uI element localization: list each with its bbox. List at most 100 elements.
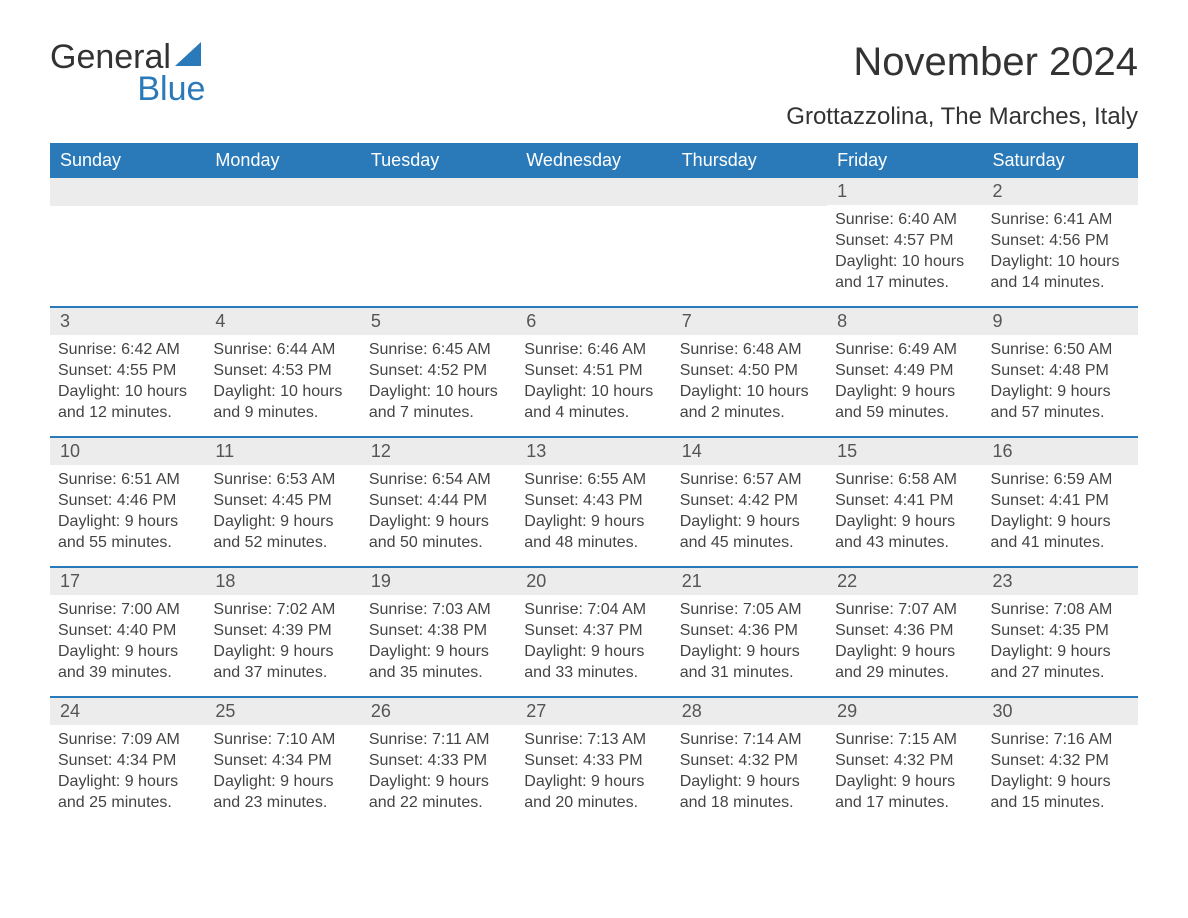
day-sunrise: Sunrise: 6:44 AM xyxy=(213,339,352,360)
month-title: November 2024 xyxy=(786,40,1138,85)
day-daylight1: Daylight: 9 hours xyxy=(369,771,508,792)
day-daylight2: and 52 minutes. xyxy=(213,532,352,553)
day-sunrise: Sunrise: 7:16 AM xyxy=(991,729,1130,750)
day-daylight1: Daylight: 9 hours xyxy=(680,771,819,792)
day-daylight2: and 20 minutes. xyxy=(524,792,663,813)
day-sunset: Sunset: 4:51 PM xyxy=(524,360,663,381)
day-daylight1: Daylight: 9 hours xyxy=(524,771,663,792)
day-sunrise: Sunrise: 6:57 AM xyxy=(680,469,819,490)
day-cell: 30Sunrise: 7:16 AMSunset: 4:32 PMDayligh… xyxy=(983,698,1138,826)
day-sunset: Sunset: 4:42 PM xyxy=(680,490,819,511)
day-daylight1: Daylight: 9 hours xyxy=(991,771,1130,792)
day-daylight2: and 31 minutes. xyxy=(680,662,819,683)
day-daylight2: and 23 minutes. xyxy=(213,792,352,813)
day-sunset: Sunset: 4:33 PM xyxy=(524,750,663,771)
day-daylight2: and 27 minutes. xyxy=(991,662,1130,683)
day-sunset: Sunset: 4:49 PM xyxy=(835,360,974,381)
day-number: 15 xyxy=(827,438,982,465)
day-sunrise: Sunrise: 7:13 AM xyxy=(524,729,663,750)
day-cell: 19Sunrise: 7:03 AMSunset: 4:38 PMDayligh… xyxy=(361,568,516,696)
day-sunrise: Sunrise: 6:50 AM xyxy=(991,339,1130,360)
day-sunset: Sunset: 4:52 PM xyxy=(369,360,508,381)
day-daylight2: and 18 minutes. xyxy=(680,792,819,813)
day-sunset: Sunset: 4:57 PM xyxy=(835,230,974,251)
day-daylight2: and 17 minutes. xyxy=(835,272,974,293)
day-number: 18 xyxy=(205,568,360,595)
day-number: 12 xyxy=(361,438,516,465)
day-daylight1: Daylight: 9 hours xyxy=(680,511,819,532)
day-daylight1: Daylight: 9 hours xyxy=(369,511,508,532)
day-daylight1: Daylight: 9 hours xyxy=(58,771,197,792)
day-daylight1: Daylight: 9 hours xyxy=(835,771,974,792)
day-sunset: Sunset: 4:53 PM xyxy=(213,360,352,381)
day-sunrise: Sunrise: 6:58 AM xyxy=(835,469,974,490)
day-cell: 6 Sunrise: 6:46 AMSunset: 4:51 PMDaylight… xyxy=(516,308,671,436)
day-daylight2: and 17 minutes. xyxy=(835,792,974,813)
day-sunset: Sunset: 4:46 PM xyxy=(58,490,197,511)
title-block: November 2024 Grottazzolina, The Marches… xyxy=(786,40,1138,131)
day-number: 17 xyxy=(50,568,205,595)
day-number: 22 xyxy=(827,568,982,595)
day-cell xyxy=(516,178,671,306)
day-sunset: Sunset: 4:35 PM xyxy=(991,620,1130,641)
day-daylight1: Daylight: 9 hours xyxy=(991,511,1130,532)
day-header: Wednesday xyxy=(516,143,671,178)
day-daylight2: and 33 minutes. xyxy=(524,662,663,683)
day-daylight2: and 55 minutes. xyxy=(58,532,197,553)
day-daylight2: and 59 minutes. xyxy=(835,402,974,423)
day-cell: 18Sunrise: 7:02 AMSunset: 4:39 PMDayligh… xyxy=(205,568,360,696)
day-daylight2: and 12 minutes. xyxy=(58,402,197,423)
day-sunrise: Sunrise: 7:02 AM xyxy=(213,599,352,620)
day-sunrise: Sunrise: 6:55 AM xyxy=(524,469,663,490)
day-number: 14 xyxy=(672,438,827,465)
day-daylight2: and 4 minutes. xyxy=(524,402,663,423)
day-sunset: Sunset: 4:36 PM xyxy=(680,620,819,641)
day-daylight1: Daylight: 9 hours xyxy=(524,641,663,662)
day-daylight2: and 2 minutes. xyxy=(680,402,819,423)
day-sunset: Sunset: 4:55 PM xyxy=(58,360,197,381)
day-sunrise: Sunrise: 7:09 AM xyxy=(58,729,197,750)
day-number: 8 xyxy=(827,308,982,335)
day-sunset: Sunset: 4:32 PM xyxy=(680,750,819,771)
day-sunrise: Sunrise: 6:41 AM xyxy=(991,209,1130,230)
day-number: 21 xyxy=(672,568,827,595)
day-daylight1: Daylight: 10 hours xyxy=(369,381,508,402)
day-sunrise: Sunrise: 6:46 AM xyxy=(524,339,663,360)
day-number xyxy=(205,178,360,206)
day-number: 5 xyxy=(361,308,516,335)
day-number xyxy=(361,178,516,206)
day-sunrise: Sunrise: 6:42 AM xyxy=(58,339,197,360)
day-cell: 9Sunrise: 6:50 AMSunset: 4:48 PMDaylight… xyxy=(983,308,1138,436)
day-number: 27 xyxy=(516,698,671,725)
day-number: 4 xyxy=(205,308,360,335)
day-number: 7 xyxy=(672,308,827,335)
day-sunset: Sunset: 4:32 PM xyxy=(991,750,1130,771)
day-number: 20 xyxy=(516,568,671,595)
day-daylight1: Daylight: 9 hours xyxy=(213,771,352,792)
day-cell: 24Sunrise: 7:09 AMSunset: 4:34 PMDayligh… xyxy=(50,698,205,826)
day-number: 26 xyxy=(361,698,516,725)
sail-icon xyxy=(175,42,205,73)
day-header: Sunday xyxy=(50,143,205,178)
day-sunrise: Sunrise: 7:05 AM xyxy=(680,599,819,620)
day-number: 2 xyxy=(983,178,1138,205)
day-sunset: Sunset: 4:48 PM xyxy=(991,360,1130,381)
day-daylight2: and 48 minutes. xyxy=(524,532,663,553)
day-daylight1: Daylight: 10 hours xyxy=(524,381,663,402)
day-daylight2: and 37 minutes. xyxy=(213,662,352,683)
day-sunrise: Sunrise: 7:08 AM xyxy=(991,599,1130,620)
day-number: 6 xyxy=(516,308,671,335)
day-daylight2: and 43 minutes. xyxy=(835,532,974,553)
day-daylight1: Daylight: 9 hours xyxy=(369,641,508,662)
day-number: 19 xyxy=(361,568,516,595)
day-sunrise: Sunrise: 7:14 AM xyxy=(680,729,819,750)
day-daylight2: and 39 minutes. xyxy=(58,662,197,683)
day-daylight2: and 14 minutes. xyxy=(991,272,1130,293)
day-cell xyxy=(205,178,360,306)
day-header: Tuesday xyxy=(361,143,516,178)
day-number: 28 xyxy=(672,698,827,725)
day-cell: 14 Sunrise: 6:57 AMSunset: 4:42 PMDayligh… xyxy=(672,438,827,566)
day-header-row: SundayMondayTuesdayWednesdayThursdayFrid… xyxy=(50,143,1138,178)
day-sunrise: Sunrise: 6:45 AM xyxy=(369,339,508,360)
day-daylight1: Daylight: 10 hours xyxy=(991,251,1130,272)
